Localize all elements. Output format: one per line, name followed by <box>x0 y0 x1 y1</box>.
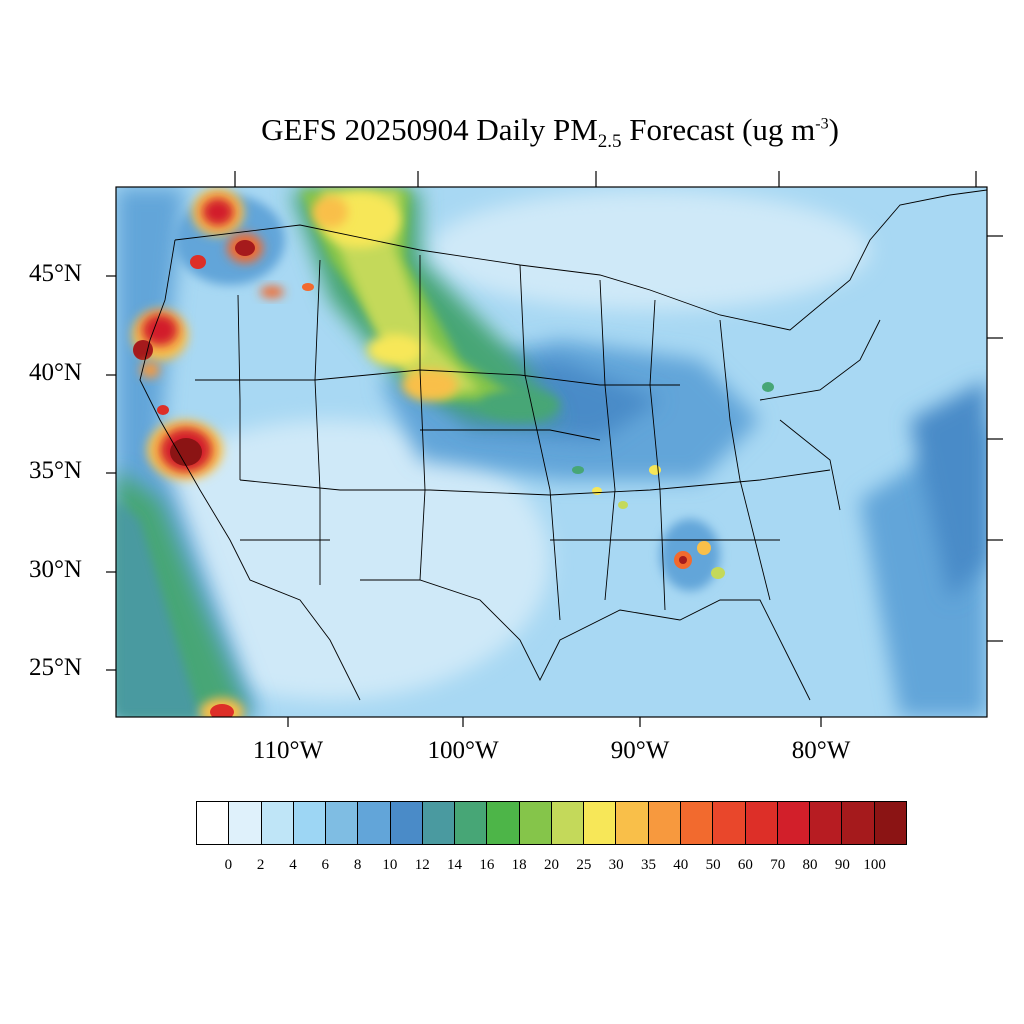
colorbar-swatch <box>842 802 875 844</box>
colorbar-label: 20 <box>544 857 559 873</box>
colorbar-swatch <box>551 802 585 844</box>
colorbar-swatch <box>390 802 423 844</box>
colorbar-label: 25 <box>576 857 592 873</box>
colorbar-swatch <box>487 802 520 844</box>
lat-label-45n: 45°N <box>28 260 82 287</box>
lat-label-30n: 30°N <box>28 556 82 583</box>
lon-label-80w: 80°W <box>791 737 851 764</box>
colorbar-label: 16 <box>479 857 495 873</box>
colorbar-swatch <box>745 802 778 844</box>
colorbar-label: 10 <box>382 857 398 873</box>
lat-label-25n: 25°N <box>28 654 82 681</box>
colorbar-label: 90 <box>834 857 850 873</box>
lat-label-35n: 35°N <box>28 457 82 484</box>
colorbar-label: 80 <box>802 857 818 873</box>
colorbar-swatch <box>648 802 681 844</box>
colorbar-swatch <box>261 802 294 844</box>
colorbar-label: 50 <box>705 857 721 873</box>
colorbar-label: 12 <box>414 857 430 873</box>
colorbar-swatch <box>584 802 617 844</box>
lon-label-110w: 110°W <box>252 737 324 764</box>
colorbar-label: 4 <box>289 857 297 873</box>
colorbar-label: 0 <box>224 857 233 873</box>
colorbar-swatch <box>326 802 359 844</box>
colorbar-label: 40 <box>673 857 689 873</box>
lat-label-40n: 40°N <box>28 359 82 386</box>
pm25-field <box>116 187 987 717</box>
colorbar-swatch <box>519 802 552 844</box>
colorbar-label: 14 <box>447 857 463 873</box>
colorbar <box>196 801 907 845</box>
colorbar-label: 60 <box>737 857 753 873</box>
colorbar-swatch <box>422 802 456 844</box>
map-title: GEFS 20250904 Daily PM2.5 Forecast (ug m… <box>261 112 839 153</box>
colorbar-label: 30 <box>608 857 624 873</box>
colorbar-label: 6 <box>321 857 330 873</box>
lon-label-90w: 90°W <box>610 737 670 764</box>
colorbar-label: 18 <box>511 857 527 873</box>
colorbar-label: 70 <box>770 857 786 873</box>
colorbar-label: 8 <box>353 857 362 873</box>
colorbar-swatch <box>197 802 230 844</box>
lon-label-100w: 100°W <box>427 737 499 764</box>
state-borders <box>139 189 987 701</box>
colorbar-swatch <box>358 802 391 844</box>
colorbar-label: 100 <box>863 857 886 873</box>
colorbar-swatch <box>874 802 906 844</box>
colorbar-swatch <box>229 802 262 844</box>
colorbar-swatch <box>616 802 649 844</box>
map-frame <box>115 186 988 718</box>
colorbar-label: 35 <box>640 857 656 873</box>
colorbar-swatch <box>810 802 843 844</box>
colorbar-label: 2 <box>256 857 265 873</box>
axis-ticks <box>106 171 1003 727</box>
colorbar-swatch <box>713 802 746 844</box>
colorbar-swatch <box>455 802 488 844</box>
colorbar-swatch <box>680 802 714 844</box>
colorbar-swatch <box>777 802 811 844</box>
colorbar-swatch <box>293 802 327 844</box>
